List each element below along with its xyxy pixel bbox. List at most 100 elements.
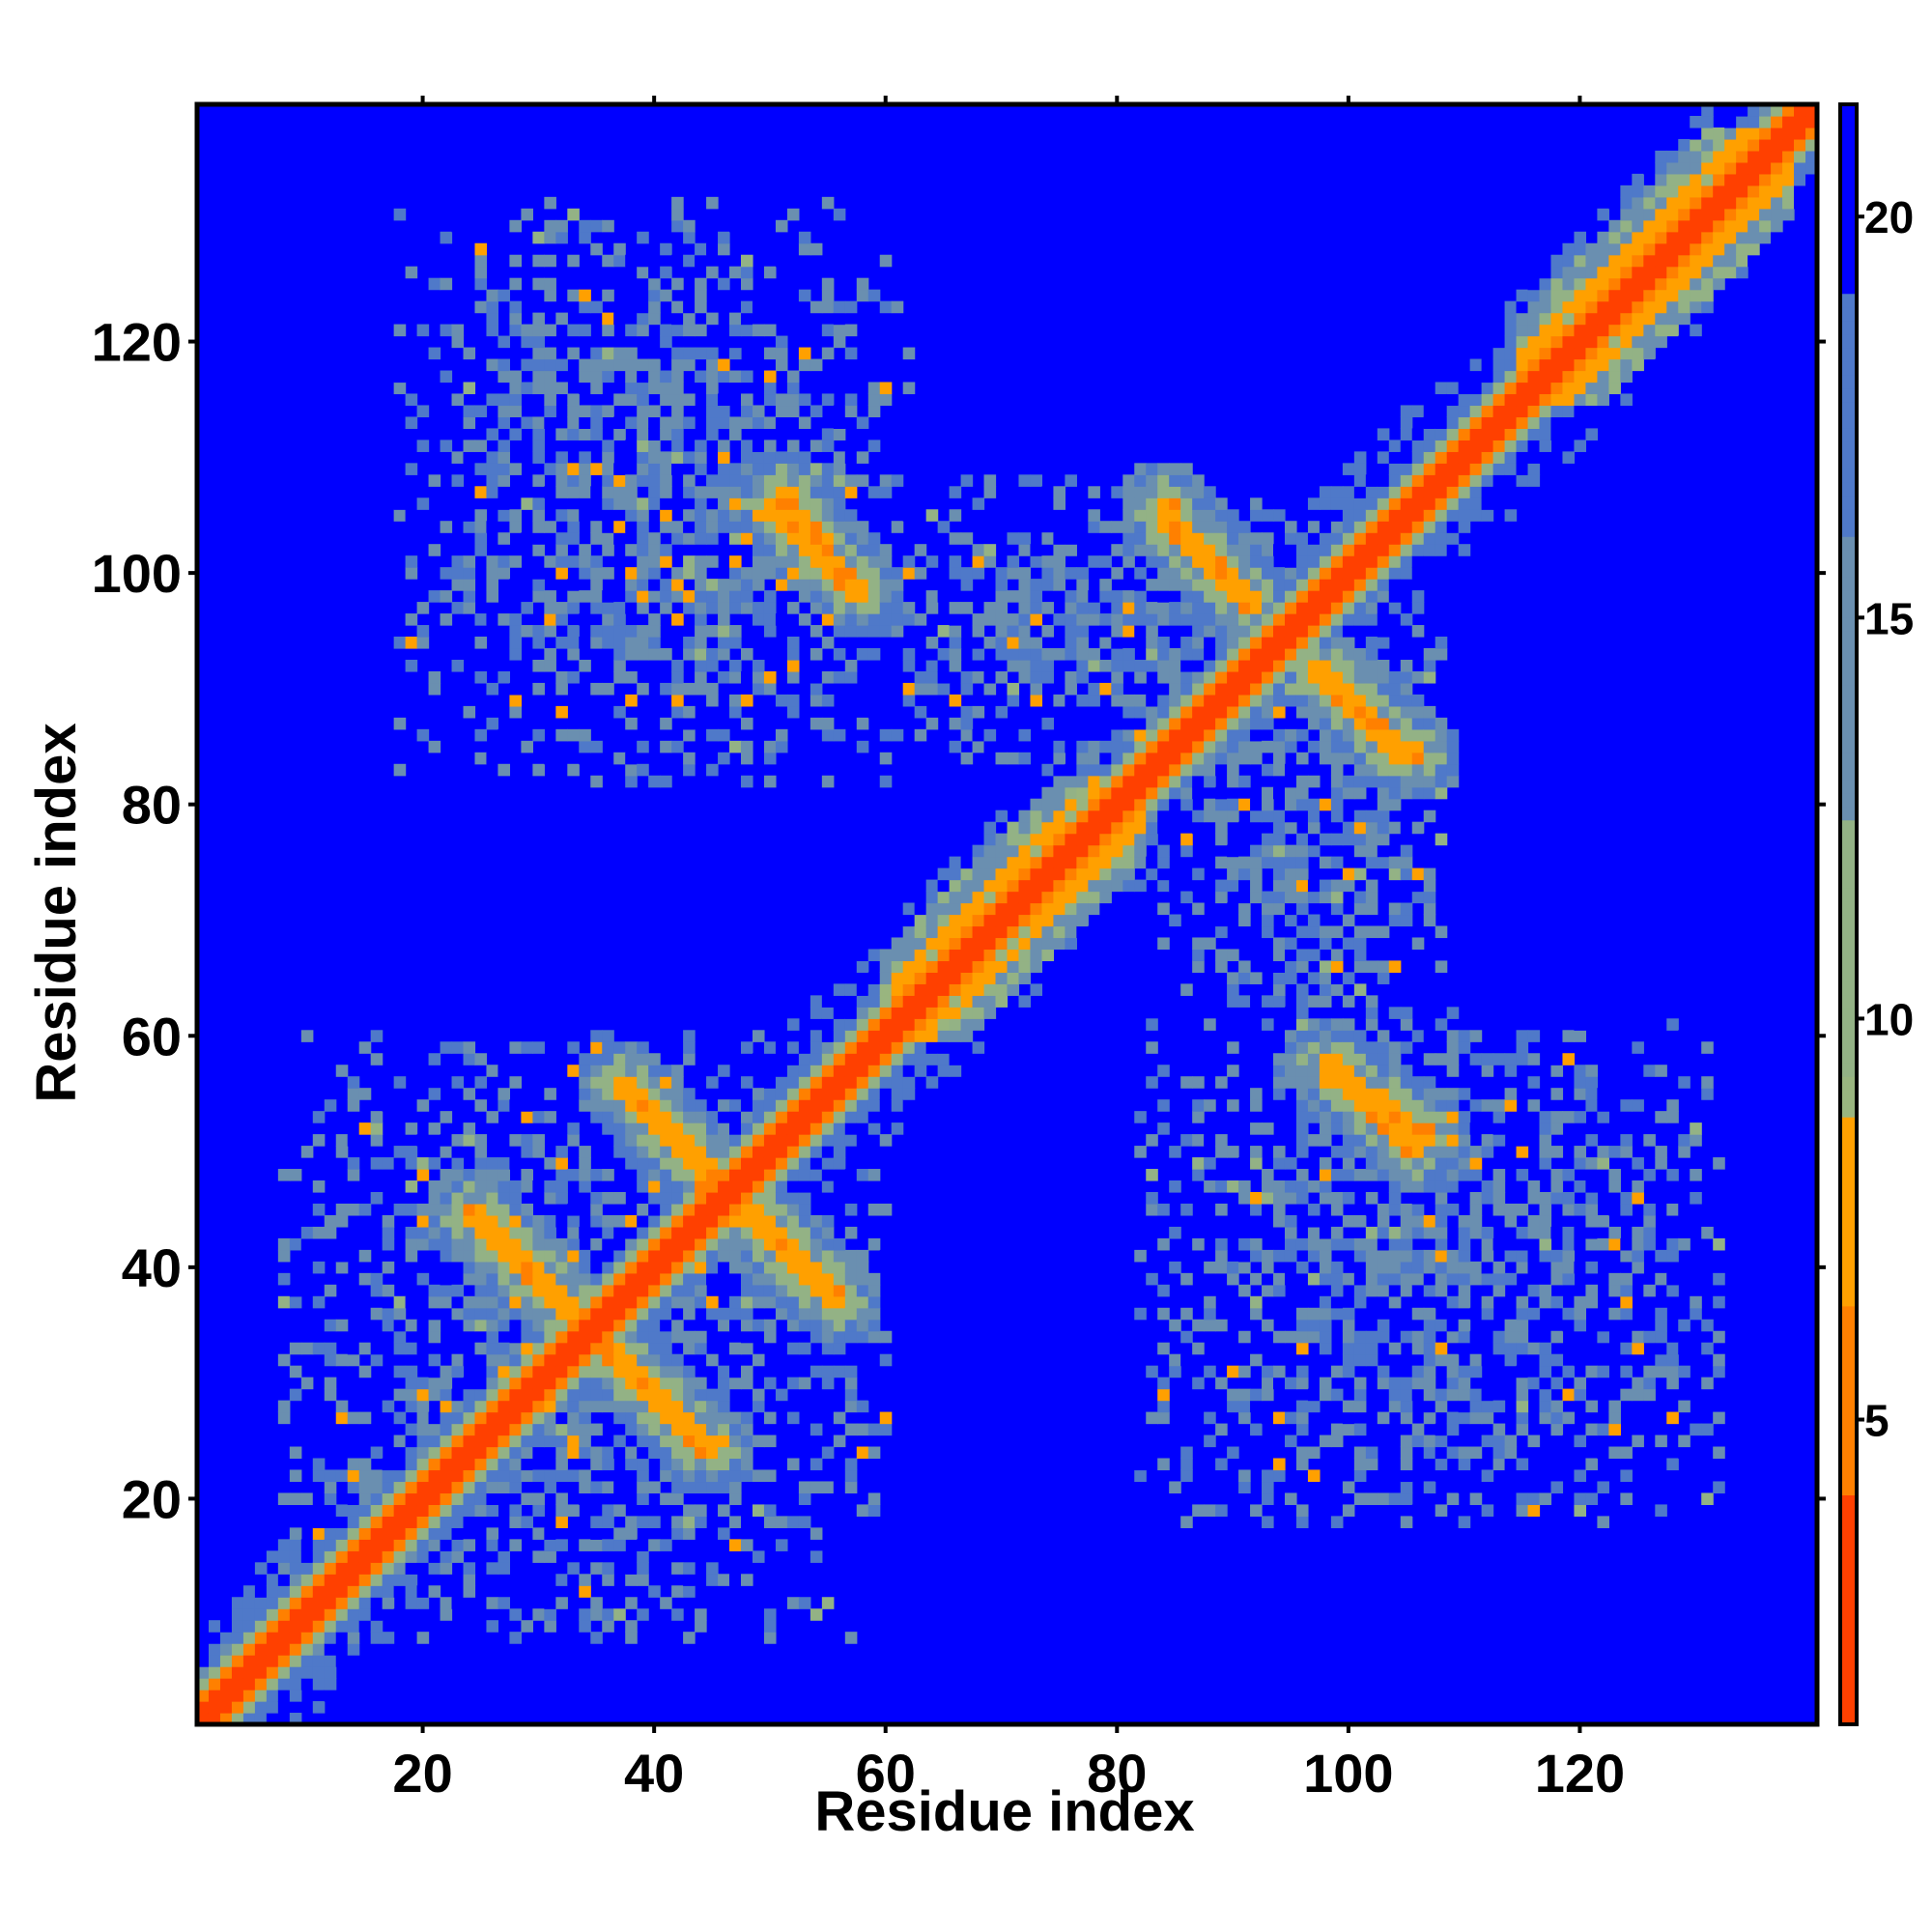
heatmap-cell: [844, 1469, 858, 1483]
heatmap-cell: [231, 1632, 244, 1644]
heatmap-cell: [474, 440, 488, 452]
heatmap-cell: [1273, 1330, 1286, 1344]
heatmap-cell: [1157, 752, 1170, 765]
heatmap-cell: [1330, 555, 1344, 568]
heatmap-cell: [660, 1365, 672, 1378]
heatmap-cell: [1227, 728, 1239, 742]
heatmap-cell: [1353, 1099, 1367, 1112]
heatmap-cell: [1307, 521, 1321, 533]
heatmap-cell: [1435, 1284, 1448, 1297]
heatmap-cell: [497, 1377, 511, 1390]
heatmap-cell: [532, 1527, 545, 1540]
heatmap-cell: [1411, 1272, 1425, 1286]
heatmap-cell: [474, 1469, 488, 1483]
heatmap-cell: [231, 1643, 244, 1656]
heatmap-cell: [324, 1597, 337, 1609]
heatmap-cell: [1134, 763, 1147, 777]
heatmap-cell: [844, 1134, 858, 1147]
heatmap-cell: [660, 775, 672, 788]
heatmap-cell: [1481, 1388, 1494, 1402]
heatmap-cell: [602, 1608, 614, 1621]
heatmap-cell: [1065, 590, 1077, 603]
heatmap-cell: [1250, 995, 1263, 1008]
heatmap-cell: [463, 521, 476, 533]
heatmap-cell: [637, 254, 649, 268]
heatmap-cell: [729, 659, 742, 672]
heatmap-cell: [1273, 613, 1286, 626]
heatmap-cell: [821, 637, 835, 649]
heatmap-cell: [1481, 1249, 1494, 1263]
heatmap-cell: [1330, 659, 1344, 672]
heatmap-cell: [775, 579, 788, 591]
heatmap-cell: [486, 289, 499, 302]
heatmap-cell: [1330, 728, 1344, 742]
heatmap-cell: [1076, 763, 1089, 777]
heatmap-cell: [1088, 798, 1100, 811]
heatmap-cell: [1146, 705, 1158, 719]
heatmap-cell: [660, 1458, 672, 1471]
heatmap-cell: [856, 567, 869, 580]
heatmap-cell: [1041, 798, 1055, 811]
heatmap-cell: [637, 266, 649, 279]
heatmap-cell: [1353, 752, 1367, 765]
heatmap-cell: [544, 1550, 556, 1563]
heatmap-cell: [613, 1134, 626, 1147]
heatmap-cell: [1388, 1237, 1402, 1251]
heatmap-cell: [1411, 474, 1425, 487]
heatmap-cell: [497, 613, 511, 626]
heatmap-cell: [1180, 891, 1193, 904]
heatmap-cell: [775, 1388, 788, 1402]
heatmap-cell: [370, 1353, 384, 1367]
heatmap-cell: [763, 1527, 777, 1540]
heatmap-cell: [1157, 867, 1170, 881]
heatmap-cell: [972, 995, 985, 1008]
heatmap-cell: [718, 521, 730, 533]
heatmap-cell: [474, 242, 488, 256]
heatmap-cell: [1018, 821, 1032, 835]
heatmap-cell: [1122, 602, 1135, 614]
heatmap-cell: [810, 1295, 823, 1309]
heatmap-cell: [602, 567, 614, 580]
heatmap-cell: [416, 1203, 430, 1216]
heatmap-cell: [1157, 463, 1170, 475]
heatmap-cell: [1342, 1076, 1355, 1089]
heatmap-cell: [1122, 717, 1135, 730]
heatmap-cell: [752, 1400, 765, 1413]
heatmap-cell: [486, 1365, 499, 1378]
heatmap-cell: [474, 486, 488, 498]
heatmap-cell: [1365, 1342, 1378, 1355]
heatmap-cell: [1053, 555, 1065, 568]
heatmap-cell: [1377, 602, 1390, 614]
heatmap-cell: [1157, 544, 1170, 556]
heatmap-cell: [695, 1411, 707, 1425]
heatmap-cell: [1446, 1134, 1460, 1147]
heatmap-cell: [1400, 1411, 1413, 1425]
heatmap-cell: [856, 416, 869, 429]
heatmap-cell: [532, 625, 545, 638]
heatmap-cell: [289, 1574, 302, 1586]
heatmap-cell: [1388, 451, 1402, 464]
heatmap-cell: [242, 1608, 256, 1621]
heatmap-cell: [1435, 1388, 1448, 1402]
heatmap-cell: [567, 509, 580, 522]
heatmap-cell: [497, 1388, 511, 1402]
heatmap-cell: [983, 867, 997, 881]
heatmap-cell: [1099, 682, 1112, 696]
heatmap-cell: [277, 1272, 291, 1286]
heatmap-cell: [1007, 937, 1020, 951]
heatmap-cell: [474, 266, 488, 279]
heatmap-cell: [1284, 637, 1297, 649]
heatmap-cell: [1238, 567, 1251, 580]
heatmap-cell: [474, 728, 488, 742]
heatmap-cell: [613, 242, 626, 256]
heatmap-cell: [810, 647, 823, 661]
heatmap-cell: [1377, 694, 1390, 707]
heatmap-cell: [1469, 440, 1483, 452]
heatmap-cell: [1157, 497, 1170, 510]
heatmap-cell: [1307, 1088, 1321, 1100]
heatmap-cell: [867, 1076, 881, 1089]
heatmap-cell: [821, 1342, 835, 1355]
heatmap-cell: [197, 1690, 210, 1702]
heatmap-cell: [740, 277, 753, 291]
heatmap-cell: [1365, 602, 1378, 614]
